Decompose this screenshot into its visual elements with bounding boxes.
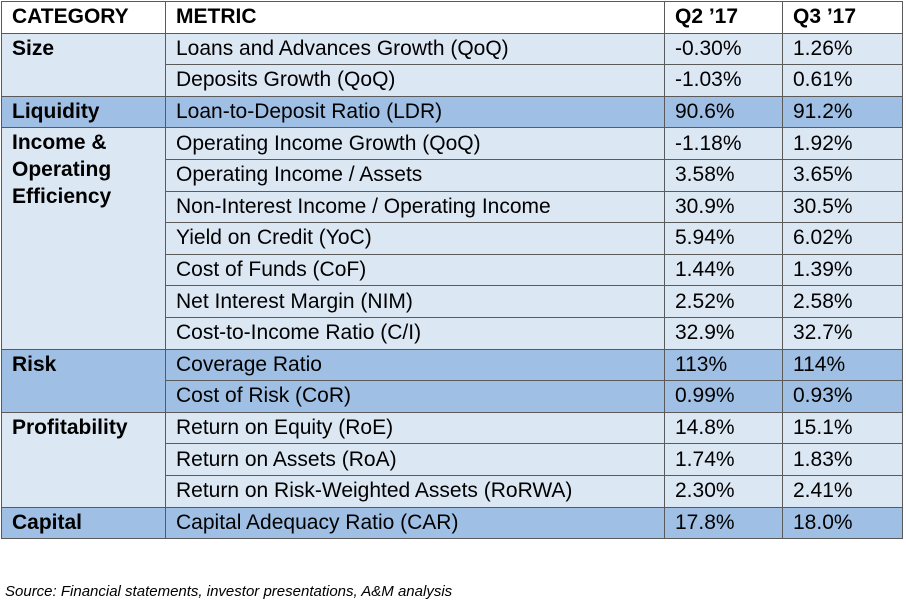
metric-cell: Non-Interest Income / Operating Income: [165, 190, 665, 224]
metric-cell: Capital Adequacy Ratio (CAR): [165, 506, 665, 540]
category-cell: Size: [1, 32, 166, 97]
q3-value-cell: 1.83%: [782, 443, 903, 476]
q2-value-cell: 2.52%: [664, 285, 783, 318]
table-row: Return on Assets (RoA) 1.74% 1.83%: [2, 443, 903, 476]
header-q2: Q2 ’17: [664, 1, 783, 34]
table-row: Cost of Risk (CoR) 0.99% 0.93%: [2, 380, 903, 413]
q3-value-cell: 114%: [782, 348, 903, 382]
table-body: Size Loans and Advances Growth (QoQ) -0.30…: [1, 32, 903, 540]
metric-cell: Return on Risk-Weighted Assets (RoRWA): [165, 474, 665, 508]
q2-value-cell: 90.6%: [664, 95, 783, 129]
q3-value-cell: 0.61%: [782, 64, 903, 97]
q3-value-cell: 30.5%: [782, 190, 903, 224]
metrics-table: CATEGORY METRIC Q2 ’17 Q3 ’17 Size Loans …: [1, 1, 903, 540]
q2-value-cell: 113%: [664, 348, 783, 382]
q3-value-cell: 32.7%: [782, 316, 903, 350]
q2-value-cell: 5.94%: [664, 222, 783, 255]
header-row: CATEGORY METRIC Q2 ’17 Q3 ’17: [1, 1, 903, 34]
q3-value-cell: 3.65%: [782, 158, 903, 192]
table-row: Non-Interest Income / Operating Income 30…: [2, 190, 903, 224]
table-row: Liquidity Loan-to-Deposit Ratio (LDR) 90.6…: [1, 95, 903, 129]
q2-value-cell: -1.03%: [664, 64, 783, 97]
q3-value-cell: 1.26%: [782, 32, 903, 66]
q3-value-cell: 0.93%: [782, 380, 903, 413]
q2-value-cell: -0.30%: [664, 32, 783, 66]
header-metric: METRIC: [165, 1, 665, 34]
q2-value-cell: 14.8%: [664, 411, 783, 445]
metric-cell: Cost of Risk (CoR): [165, 380, 665, 413]
metric-cell: Deposits Growth (QoQ): [165, 64, 665, 97]
source-note: Source: Financial statements, investor p…: [5, 583, 453, 600]
q3-value-cell: 2.41%: [782, 474, 903, 508]
header-category: CATEGORY: [1, 1, 166, 34]
metric-cell: Return on Equity (RoE): [165, 411, 665, 445]
q3-value-cell: 15.1%: [782, 411, 903, 445]
metric-cell: Cost-to-Income Ratio (C/I): [165, 316, 665, 350]
category-cell: Risk: [1, 348, 166, 413]
table-row: Cost-to-Income Ratio (C/I) 32.9% 32.7%: [2, 316, 903, 350]
table-row: Risk Coverage Ratio 113% 114%: [1, 348, 903, 413]
q2-value-cell: 2.30%: [664, 474, 783, 508]
q2-value-cell: 1.44%: [664, 253, 783, 287]
metric-cell: Yield on Credit (YoC): [165, 222, 665, 255]
category-cell: Income & Operating Efficiency: [1, 127, 166, 350]
q3-value-cell: 1.39%: [782, 253, 903, 287]
table-row: Net Interest Margin (NIM) 2.52% 2.58%: [2, 285, 903, 318]
category-cell: Liquidity: [1, 95, 166, 129]
table-row: Deposits Growth (QoQ) -1.03% 0.61%: [2, 64, 903, 97]
header-q3: Q3 ’17: [782, 1, 903, 34]
q2-value-cell: 30.9%: [664, 190, 783, 224]
table-row: Capital Capital Adequacy Ratio (CAR) 17.8%…: [1, 506, 903, 540]
table-row: Size Loans and Advances Growth (QoQ) -0.30…: [1, 32, 903, 97]
metric-cell: Operating Income / Assets: [165, 158, 665, 192]
category-cell: Profitability: [1, 411, 166, 508]
q3-value-cell: 1.92%: [782, 127, 903, 160]
metric-cell: Net Interest Margin (NIM): [165, 285, 665, 318]
table-row: Yield on Credit (YoC) 5.94% 6.02%: [2, 222, 903, 255]
q3-value-cell: 6.02%: [782, 222, 903, 255]
table-row: Cost of Funds (CoF) 1.44% 1.39%: [2, 253, 903, 287]
metric-cell: Operating Income Growth (QoQ): [165, 127, 665, 160]
category-cell: Capital: [1, 506, 166, 540]
metric-cell: Loan-to-Deposit Ratio (LDR): [165, 95, 665, 129]
metric-cell: Coverage Ratio: [165, 348, 665, 382]
q2-value-cell: 1.74%: [664, 443, 783, 476]
q3-value-cell: 91.2%: [782, 95, 903, 129]
metric-cell: Loans and Advances Growth (QoQ): [165, 32, 665, 66]
q3-value-cell: 2.58%: [782, 285, 903, 318]
table-row: Operating Income / Assets 3.58% 3.65%: [2, 158, 903, 192]
metric-cell: Cost of Funds (CoF): [165, 253, 665, 287]
table-row: Profitability Return on Equity (RoE) 14.8%…: [1, 411, 903, 508]
table-row: Income & Operating Efficiency Operating I…: [1, 127, 903, 350]
q2-value-cell: 32.9%: [664, 316, 783, 350]
q2-value-cell: 3.58%: [664, 158, 783, 192]
q2-value-cell: 0.99%: [664, 380, 783, 413]
q2-value-cell: 17.8%: [664, 506, 783, 540]
q3-value-cell: 18.0%: [782, 506, 903, 540]
q2-value-cell: -1.18%: [664, 127, 783, 160]
metric-cell: Return on Assets (RoA): [165, 443, 665, 476]
